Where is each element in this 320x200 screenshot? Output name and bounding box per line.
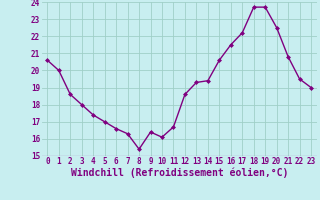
- X-axis label: Windchill (Refroidissement éolien,°C): Windchill (Refroidissement éolien,°C): [70, 168, 288, 178]
